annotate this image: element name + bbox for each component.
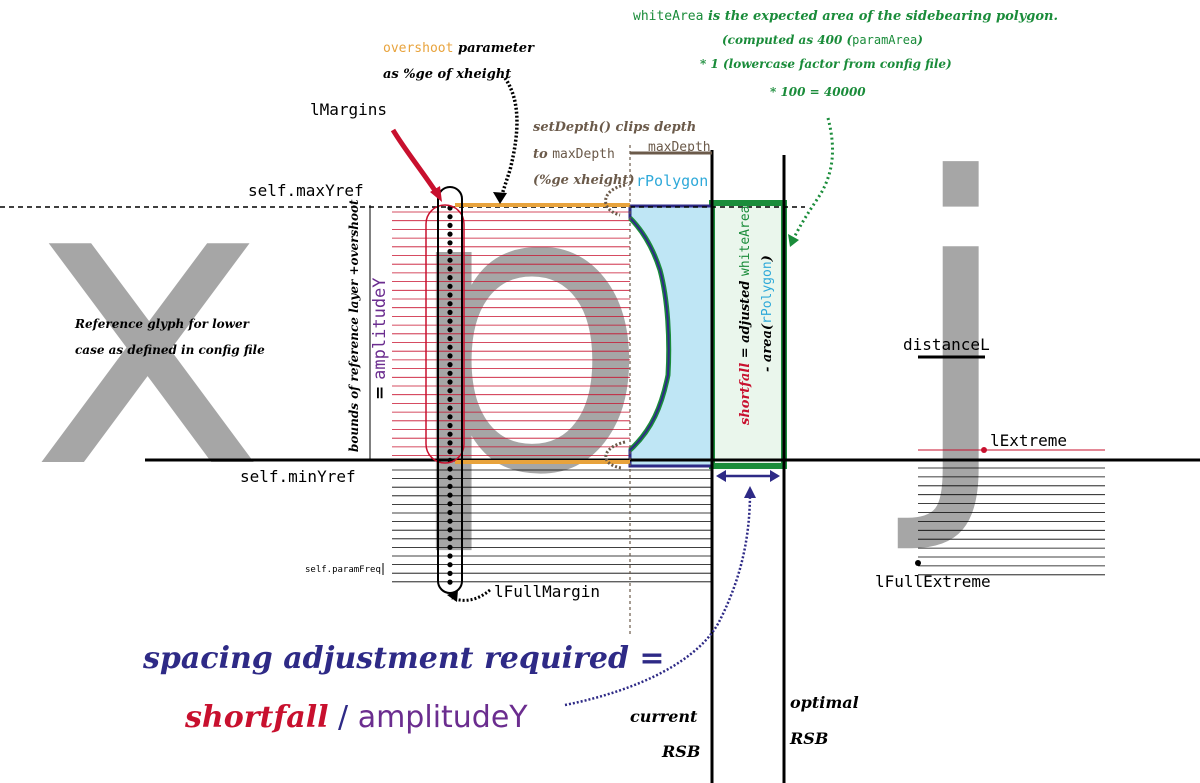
- margin-dot: [447, 483, 453, 489]
- margin-dot: [447, 301, 453, 307]
- margin-dot: [447, 362, 453, 368]
- margin-dot: [447, 431, 453, 437]
- r-polygon-outline-navy: [629, 217, 670, 451]
- whitearea-arrow-head: [788, 234, 799, 247]
- full-margin-arrow-head: [447, 590, 458, 602]
- margin-dot: [447, 388, 453, 394]
- distance-l-label: distanceL: [903, 335, 990, 354]
- margin-dot: [447, 275, 453, 281]
- l-margins-label: lMargins: [310, 100, 387, 119]
- whitearea-note-line1: whiteArea is the expected area of the si…: [633, 9, 1058, 24]
- margin-dot: [447, 248, 453, 255]
- margin-dot: [447, 527, 453, 533]
- optimal-rsb-line2: RSB: [789, 729, 828, 748]
- margin-dot: [447, 449, 453, 455]
- overshoot-note-line2: as %ge of xheight: [383, 67, 511, 82]
- optimal-rsb-line1: optimal: [790, 693, 859, 712]
- max-depth-label: maxDepth: [648, 140, 711, 155]
- margin-lines-black: [392, 469, 712, 583]
- overshoot-arrow: [498, 77, 519, 201]
- param-freq-label: self.paramFreq: [305, 565, 381, 575]
- setdepth-note-line2: to maxDepth: [533, 147, 615, 162]
- margin-dot: [447, 570, 453, 577]
- margin-dot: [447, 544, 453, 550]
- margin-dot: [447, 353, 453, 359]
- l-full-margin-label: lFullMargin: [494, 582, 600, 601]
- margin-dot: [447, 492, 453, 498]
- formula-arrow: [564, 491, 752, 707]
- overshoot-note-line1: overshoot parameter: [383, 41, 535, 56]
- setdepth-note-line3: (%ge xheight): [533, 173, 635, 188]
- margin-dot: [447, 501, 453, 507]
- margin-outline-black: [437, 186, 463, 594]
- current-rsb-line2: RSB: [661, 742, 700, 761]
- margin-dots: [447, 205, 453, 585]
- margin-dot: [447, 222, 453, 228]
- margin-dot: [447, 509, 453, 516]
- whitearea-note-line3: * 1 (lowercase factor from config file): [700, 57, 952, 71]
- margin-dot: [447, 562, 453, 568]
- margin-dot: [447, 231, 453, 237]
- formula-arrow-head: [744, 486, 756, 498]
- margin-dot: [447, 318, 453, 324]
- setdepth-note-line1: setDepth() clips depth: [533, 120, 696, 135]
- margin-dot: [447, 266, 453, 272]
- margin-dot: [447, 414, 453, 420]
- margin-dot: [447, 335, 453, 342]
- whitearea-note-line2: (computed as 400 (paramArea): [722, 33, 923, 47]
- margin-lines-red: [392, 211, 630, 457]
- margin-dot: [447, 327, 453, 333]
- overshoot-arrow-head: [493, 192, 507, 204]
- margin-dot: [447, 475, 453, 481]
- reference-note-line2: case as defined in config file: [75, 343, 265, 357]
- glyph-j: j: [893, 95, 1017, 560]
- glyph-p: p: [400, 102, 651, 562]
- margin-dot: [447, 396, 453, 402]
- margin-dot: [447, 283, 453, 289]
- margin-outline-red: [425, 204, 465, 464]
- l-full-extreme-label: lFullExtreme: [875, 572, 991, 591]
- l-extreme-point: [981, 447, 987, 453]
- max-yref-label: self.maxYref: [248, 181, 364, 200]
- whitearea-arrow: [791, 117, 835, 241]
- formula-line1: spacing adjustment required =: [142, 641, 665, 676]
- l-extreme-label: lExtreme: [990, 431, 1067, 450]
- margin-dot: [447, 553, 453, 559]
- min-yref-label: self.minYref: [240, 467, 356, 486]
- extreme-lines-j: [918, 467, 1105, 576]
- margin-dot: [447, 370, 453, 376]
- margin-dot: [447, 214, 453, 220]
- margin-dot: [447, 292, 453, 298]
- formula-line2: shortfall / amplitudeY: [184, 700, 528, 735]
- margin-dot: [447, 422, 453, 429]
- margin-dot: [447, 405, 453, 411]
- margin-dot: [447, 257, 453, 263]
- setdepth-arrow-bottom: [604, 440, 626, 470]
- shortfall-arrow-right-head: [770, 470, 780, 482]
- l-margins-arrow-head: [430, 186, 442, 202]
- margin-dot: [447, 440, 453, 446]
- glyph-x: x: [30, 92, 267, 557]
- margin-dot: [447, 379, 453, 385]
- margin-dot: [447, 536, 453, 542]
- whitearea-note-line4: * 100 = 40000: [770, 85, 866, 99]
- amplitude-y-vertical: = amplitudeY: [370, 277, 390, 400]
- margin-dot: [447, 309, 453, 315]
- reference-note-line1: Reference glyph for lower: [74, 317, 251, 331]
- margin-dot: [447, 518, 453, 524]
- l-full-extreme-point: [915, 560, 921, 566]
- shortfall-arrow-left-head: [716, 470, 726, 482]
- margin-dot: [447, 466, 453, 472]
- margin-dot: [447, 240, 453, 246]
- current-rsb-line1: current: [630, 707, 698, 726]
- l-margins-arrow: [390, 128, 441, 197]
- shortfall-note-line2: - area(rPolygon): [760, 255, 775, 372]
- margin-dot: [447, 344, 453, 350]
- margin-dot: [447, 579, 453, 585]
- r-polygon-label: rPolygon: [636, 172, 708, 190]
- shortfall-note-line1: shortfall = adjusted whiteArea: [738, 206, 753, 425]
- bounds-note: bounds of reference layer +overshoot: [347, 199, 361, 452]
